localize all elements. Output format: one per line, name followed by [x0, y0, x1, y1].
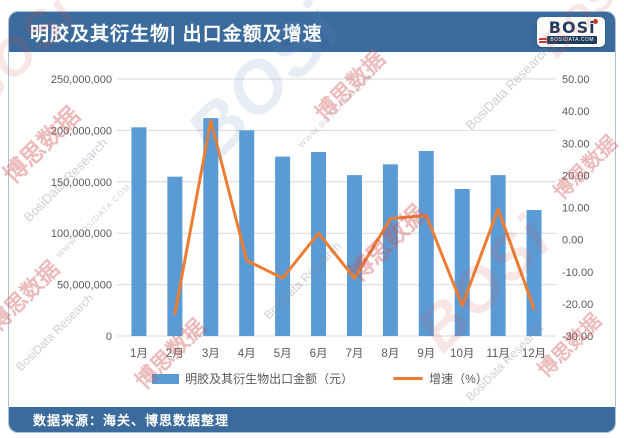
right-axis-label: 0.00 [562, 235, 583, 247]
source-text: 数据来源：海关、博思数据整理 [33, 413, 230, 428]
title-bar: 明胶及其衍生物| 出口金额及增速 BOSi BOSIDATA.COM [9, 12, 615, 52]
month-label: 6月 [310, 348, 328, 360]
right-axis-label: 10.00 [562, 203, 590, 215]
bar-7月 [346, 175, 362, 336]
chart-legend: 明胶及其衍生物出口金额（元） 增速（%） [25, 370, 615, 387]
bar-8月 [382, 164, 398, 336]
legend-bar-label: 明胶及其衍生物出口金额（元） [185, 372, 354, 386]
month-label: 10月 [450, 348, 474, 360]
legend-item-line: 增速（%） [393, 370, 488, 387]
month-label: 3月 [202, 348, 220, 360]
bar-swatch-icon [152, 373, 180, 384]
legend-line-label: 增速（%） [429, 372, 488, 386]
right-axis-label: 50.00 [562, 74, 590, 86]
bar-12月 [526, 210, 542, 336]
right-axis-label: 30.00 [562, 138, 590, 150]
right-axis-label: 40.00 [562, 106, 590, 118]
left-axis-label: 100,000,000 [51, 228, 112, 240]
logo-wordmark: BOSi [548, 18, 596, 37]
right-axis-label: -30.00 [562, 331, 593, 343]
bar-10月 [454, 188, 470, 336]
month-label: 11月 [486, 348, 509, 360]
month-label: 5月 [274, 348, 292, 360]
page-title: 明胶及其衍生物| 出口金额及增速 [30, 23, 323, 45]
report-card: 明胶及其衍生物| 出口金额及增速 BOSi BOSIDATA.COM 0 50,0… [8, 11, 616, 433]
bar-4月 [239, 130, 255, 336]
month-label: 9月 [417, 348, 435, 360]
right-axis-label: -20.00 [562, 299, 593, 311]
month-label: 12月 [522, 348, 546, 360]
bar-5月 [275, 156, 291, 336]
bar-11月 [490, 175, 506, 336]
bar-9月 [418, 150, 434, 336]
month-label: 4月 [238, 348, 256, 360]
logo-domain: BOSIDATA.COM [547, 36, 597, 44]
growth-line [173, 119, 536, 315]
logo-wordmark-wrap: BOSi [548, 18, 598, 37]
month-label: 1月 [130, 348, 148, 360]
logo-dot-icon [592, 19, 598, 24]
bar-6月 [311, 151, 327, 336]
month-label: 7月 [346, 348, 364, 360]
left-axis-label: 0 [106, 331, 112, 343]
source-bar: 数据来源：海关、博思数据整理 [9, 407, 615, 432]
left-axis-label: 150,000,000 [51, 177, 112, 189]
legend-item-bar: 明胶及其衍生物出口金额（元） [152, 370, 353, 387]
bar-3月 [203, 118, 219, 337]
left-axis-label: 250,000,000 [51, 74, 112, 86]
right-axis-label: 20.00 [562, 170, 590, 182]
chart-area: 0 50,000,000 100,000,000 150,000,000 200,000… [9, 52, 615, 407]
line-swatch-icon [393, 377, 424, 380]
logo-stripes-icon [538, 37, 549, 43]
right-axis-label: -10.00 [562, 267, 593, 279]
bar-1月 [131, 127, 147, 336]
month-label: 2月 [166, 348, 184, 360]
left-axis-label: 50,000,000 [57, 280, 112, 292]
combo-chart: 0 50,000,000 100,000,000 150,000,000 200,000… [51, 74, 593, 360]
month-label: 8月 [381, 348, 399, 360]
left-axis-label: 200,000,000 [51, 125, 112, 137]
brand-logo: BOSi BOSIDATA.COM [537, 17, 605, 47]
